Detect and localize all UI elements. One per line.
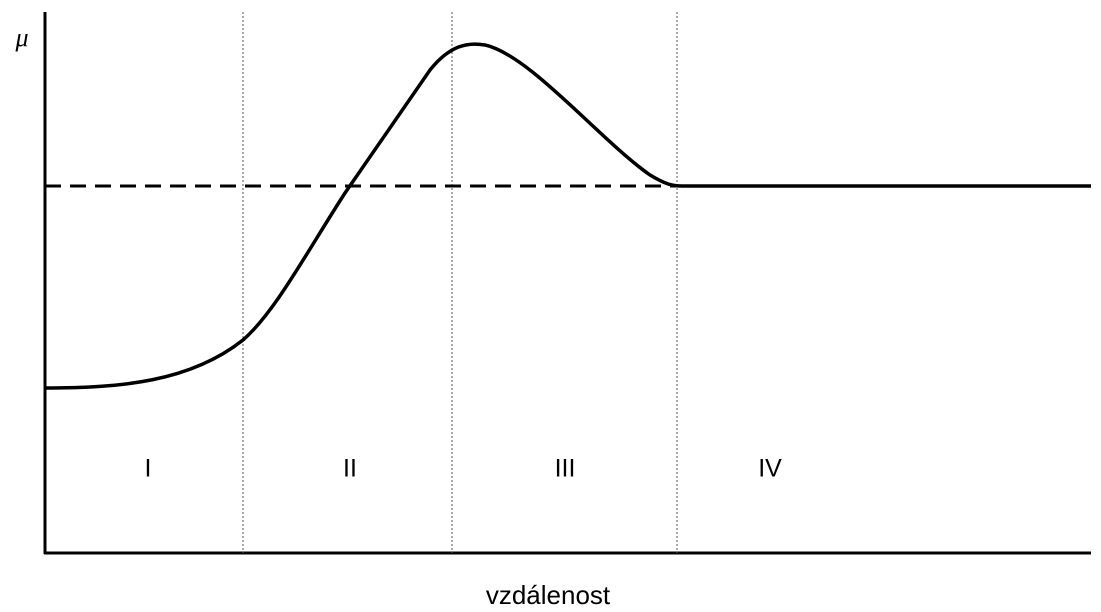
x-axis-label: vzdálenost: [486, 580, 611, 610]
region-label: IV: [758, 455, 782, 483]
region-label: III: [555, 455, 576, 483]
region-label: I: [145, 455, 152, 483]
curve: [44, 42, 1091, 390]
y-axis-label: μ: [14, 23, 28, 52]
region-label: II: [343, 455, 357, 483]
